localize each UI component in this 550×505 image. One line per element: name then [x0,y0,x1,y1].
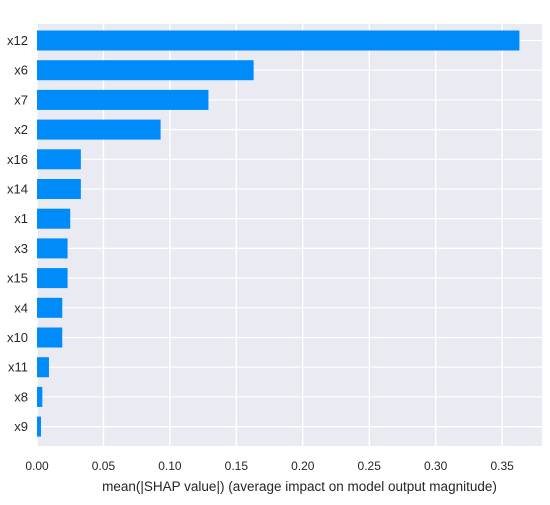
bar-x1 [37,208,71,229]
x-tick-labels: 0.00 0.05 0.10 0.15 0.20 0.25 0.30 0.35 [25,459,514,473]
bar-x8 [37,386,43,407]
y-tick-label-x7: x7 [14,92,28,107]
bar-x16 [37,149,81,170]
bar-x7 [37,89,209,110]
x-tick-label: 0.00 [25,459,49,473]
bar-x11 [37,357,49,378]
bar-x9 [37,416,41,437]
x-tick-label: 0.25 [358,459,382,473]
y-tick-labels: x12 x6 x7 x2 x16 x14 x1 x3 x15 x4 x10 x11 x8 x9 [7,33,28,434]
y-tick-label-x15: x15 [7,271,28,286]
y-tick-label-x11: x11 [8,360,28,375]
y-tick-label-x8: x8 [14,389,28,404]
bar-x4 [37,297,63,318]
bars [37,30,520,437]
y-tick-label-x2: x2 [14,122,28,137]
x-axis-title: mean(|SHAP value|) (average impact on mo… [102,479,497,494]
bar-x2 [37,119,161,140]
bar-x15 [37,268,68,289]
y-tick-label-x9: x9 [14,419,28,434]
x-tick-label: 0.15 [225,459,249,473]
x-tick-label: 0.10 [158,459,182,473]
x-tick-label: 0.20 [291,459,315,473]
plot-area [37,24,542,446]
y-tick-label-x12: x12 [7,33,28,48]
y-tick-label-x14: x14 [7,182,28,197]
bar-x10 [37,327,63,348]
x-tick-label: 0.35 [490,459,514,473]
y-tick-label-x10: x10 [7,330,28,345]
x-tick-label: 0.05 [92,459,116,473]
y-tick-label-x3: x3 [14,241,28,256]
y-tick-label-x6: x6 [14,63,28,78]
y-tick-label-x16: x16 [7,152,28,167]
bar-x3 [37,238,68,259]
bar-x6 [37,60,254,81]
bar-x14 [37,179,81,199]
y-tick-label-x1: x1 [14,211,28,226]
y-tick-label-x4: x4 [14,300,28,315]
bar-x12 [37,30,520,51]
x-tick-label: 0.30 [424,459,448,473]
